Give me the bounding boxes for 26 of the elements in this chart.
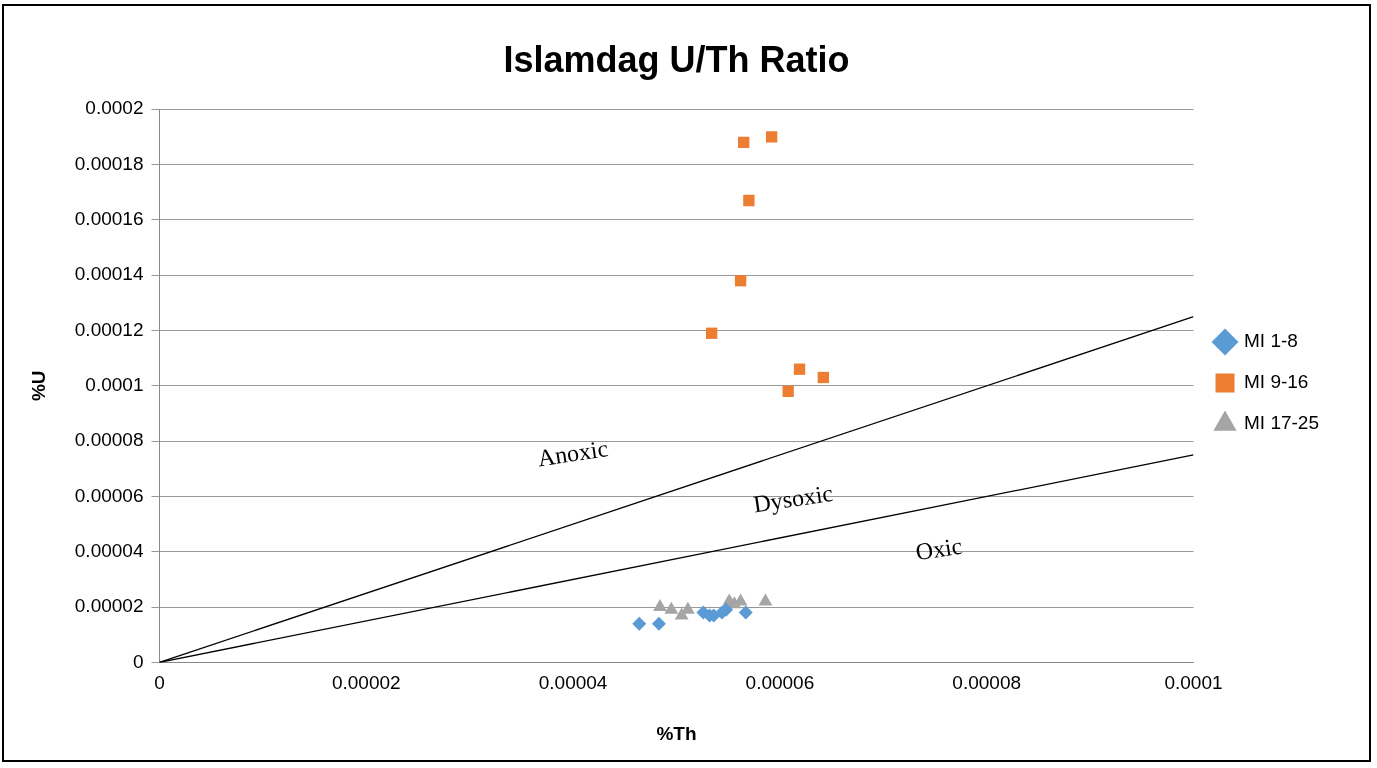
x-tick-label: 0: [154, 672, 165, 694]
y-tick-label: 0.00016: [74, 208, 144, 230]
y-tick-label: 0.00006: [74, 484, 144, 506]
annotation: Anoxic: [535, 435, 610, 472]
y-tick-label: 0.00008: [74, 429, 144, 451]
y-tick-label: 0.00014: [74, 263, 144, 285]
x-tick-label: 0.0001: [1164, 672, 1223, 694]
x-tick-label: 0.00002: [331, 672, 401, 694]
x-tick-label: 0.00004: [538, 672, 608, 694]
annotation: Oxic: [913, 532, 964, 566]
y-tick-label: 0.00004: [74, 539, 144, 561]
legend-label: MI 9-16: [1244, 371, 1309, 393]
y-tick-label: 0.00012: [74, 318, 144, 340]
x-axis-title: %Th: [656, 722, 697, 744]
chart-title: Islamdag U/Th Ratio: [503, 38, 850, 80]
annotation: Dysoxic: [751, 479, 835, 518]
y-tick-label: 0.00002: [74, 595, 144, 617]
y-axis-title: %U: [27, 370, 49, 402]
y-tick-label: 0.0002: [85, 97, 144, 119]
x-tick-label: 0.00008: [952, 672, 1022, 694]
legend-label: MI 1-8: [1244, 330, 1298, 352]
y-tick-label: 0: [132, 650, 144, 672]
y-tick-label: 0.0001: [85, 374, 144, 396]
x-tick-label: 0.00006: [745, 672, 815, 694]
y-tick-label: 0.00018: [74, 152, 144, 174]
legend-label: MI 17-25: [1244, 412, 1319, 434]
